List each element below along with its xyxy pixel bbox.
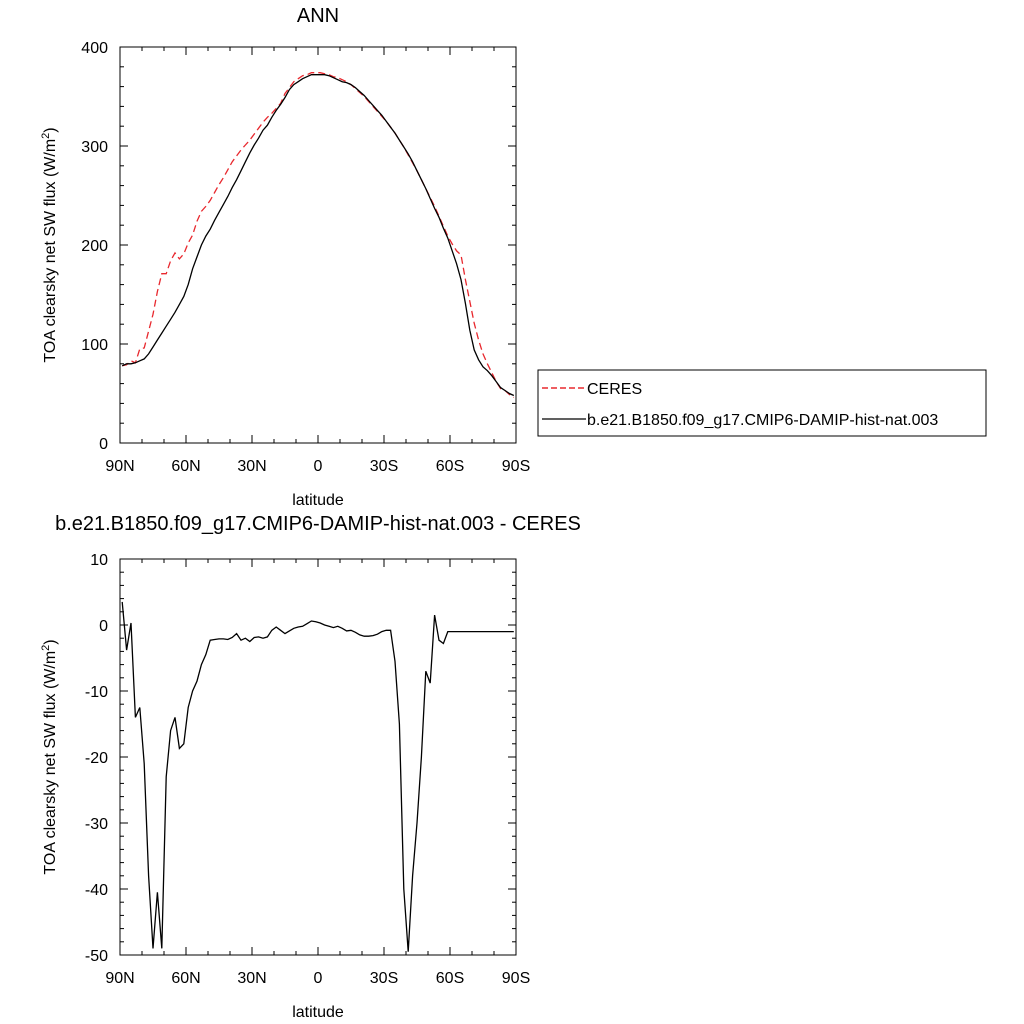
y-tick-label: 300 xyxy=(81,139,108,156)
x-ticks: 90N 60N 30N 0 30S 60S 90S xyxy=(105,47,530,475)
x-tick-label: 60S xyxy=(436,458,464,475)
y-ticks: 0 100 200 300 400 xyxy=(81,40,516,453)
legend: CERES b.e21.B1850.f09_g17.CMIP6-DAMIP-hi… xyxy=(537,369,987,437)
y-tick-label: 10 xyxy=(90,552,108,569)
x-tick-label: 30S xyxy=(370,458,398,475)
legend-label-ceres: CERES xyxy=(587,381,642,398)
x-tick-label: 90S xyxy=(502,458,530,475)
series-line-ceres xyxy=(122,72,515,399)
series-line-model xyxy=(121,601,514,952)
y-axis-label: TOA clearsky net SW flux (W/m2) xyxy=(40,639,59,874)
x-axis-label: latitude xyxy=(292,1004,344,1021)
y-ticks: 10 0 -10 -20 -30 -40 -50 xyxy=(85,552,516,965)
plot-frame xyxy=(119,558,517,956)
x-tick-label: 30S xyxy=(370,970,398,987)
y-tick-label: 100 xyxy=(81,337,108,354)
x-ticks: 90N 60N 30N 0 30S 60S 90S xyxy=(105,559,530,987)
x-tick-label: 60S xyxy=(436,970,464,987)
y-tick-label: 200 xyxy=(81,238,108,255)
y-tick-label: -50 xyxy=(85,948,108,965)
x-tick-label: 0 xyxy=(314,970,323,987)
x-tick-label: 60N xyxy=(171,458,200,475)
chart-title: ANN xyxy=(297,5,339,27)
panel-difference: b.e21.B1850.f09_g17.CMIP6-DAMIP-hist-nat… xyxy=(40,513,581,1021)
series-line-model xyxy=(121,74,515,397)
series-group xyxy=(121,72,515,399)
y-axis-label: TOA clearsky net SW flux (W/m2) xyxy=(40,127,59,362)
y-tick-label: 0 xyxy=(99,436,108,453)
legend-box xyxy=(537,369,987,437)
y-tick-label: -20 xyxy=(85,750,108,767)
legend-label-model: b.e21.B1850.f09_g17.CMIP6-DAMIP-hist-nat… xyxy=(587,412,938,429)
x-tick-label: 90S xyxy=(502,970,530,987)
x-tick-label: 90N xyxy=(105,458,134,475)
y-tick-label: -40 xyxy=(85,882,108,899)
x-tick-label: 30N xyxy=(237,458,266,475)
y-tick-label: -10 xyxy=(85,684,108,701)
chart-title: b.e21.B1850.f09_g17.CMIP6-DAMIP-hist-nat… xyxy=(55,513,581,535)
x-tick-label: 0 xyxy=(314,458,323,475)
panel-annual-mean: ANN 0 100 200 300 400 90N 60N 30N 0 30S 60S 90S la… xyxy=(40,5,987,509)
y-tick-label: 400 xyxy=(81,40,108,57)
plot-frame xyxy=(119,46,517,444)
y-tick-label: 0 xyxy=(99,618,108,635)
x-tick-label: 60N xyxy=(171,970,200,987)
x-tick-label: 30N xyxy=(237,970,266,987)
series-group xyxy=(121,601,514,952)
x-axis-label: latitude xyxy=(292,492,344,509)
x-tick-label: 90N xyxy=(105,970,134,987)
y-tick-label: -30 xyxy=(85,816,108,833)
